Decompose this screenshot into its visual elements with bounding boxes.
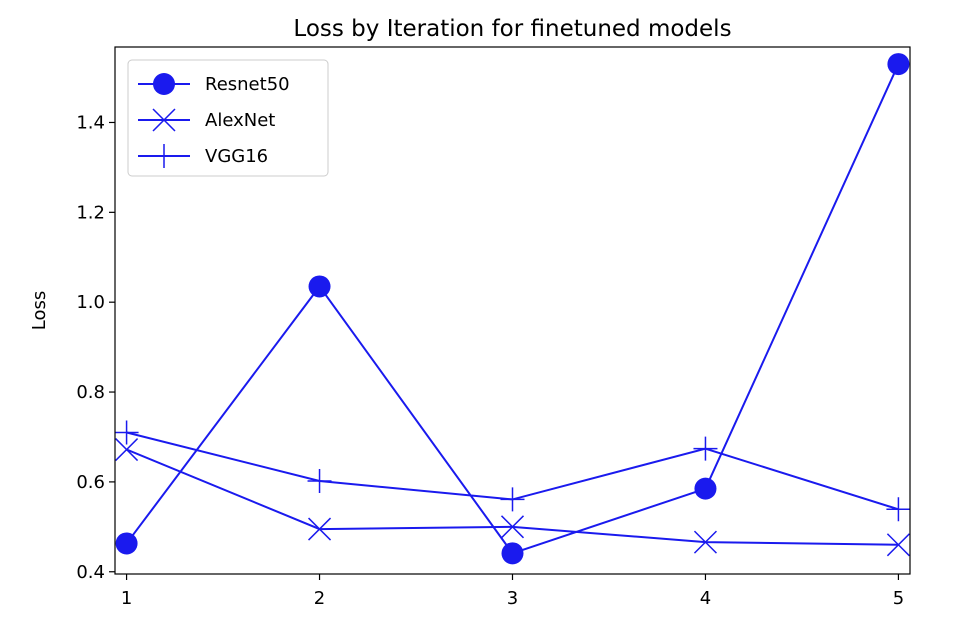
legend-frame <box>127 59 329 177</box>
data-point-vgg16 <box>886 497 911 522</box>
legend-label: AlexNet <box>205 110 275 131</box>
legend-label: VGG16 <box>205 146 268 167</box>
data-point-resnet50 <box>887 53 910 76</box>
legend-label: Resnet50 <box>205 74 290 95</box>
legend-item-alexnet: AlexNet <box>138 108 275 132</box>
data-point-resnet50 <box>115 532 138 555</box>
data-point-alexnet <box>308 517 332 541</box>
x-tick-label: 1 <box>121 588 132 609</box>
x-tick-label: 5 <box>893 588 904 609</box>
data-point-resnet50 <box>501 542 524 565</box>
data-point-alexnet <box>115 438 139 462</box>
chart-title: Loss by Iteration for finetuned models <box>293 16 731 42</box>
y-tick-label: 1.4 <box>76 112 105 133</box>
legend-item-resnet50: Resnet50 <box>138 73 290 95</box>
series-layer <box>114 53 911 565</box>
data-point-vgg16 <box>114 420 139 445</box>
y-axis: 0.4 0.6 0.8 1.0 1.2 1.4 <box>76 112 115 583</box>
legend: Resnet50 AlexNet VGG16 <box>127 59 329 177</box>
data-point-resnet50 <box>694 477 717 500</box>
legend-marker-vgg16 <box>152 144 176 168</box>
y-axis-label: Loss <box>29 291 50 330</box>
y-tick-label: 1.2 <box>76 202 105 223</box>
series-resnet50 <box>115 53 910 565</box>
legend-item-vgg16: VGG16 <box>138 144 268 168</box>
x-tick-label: 3 <box>507 588 518 609</box>
data-point-vgg16 <box>693 436 718 461</box>
data-point-vgg16 <box>307 469 332 493</box>
data-point-alexnet <box>886 533 910 557</box>
data-point-alexnet <box>693 530 717 554</box>
x-tick-label: 2 <box>314 588 325 609</box>
legend-marker-resnet50 <box>153 73 175 95</box>
series-vgg16 <box>114 420 911 522</box>
x-tick-label: 4 <box>700 588 711 609</box>
y-tick-label: 1.0 <box>76 292 105 313</box>
y-tick-label: 0.8 <box>76 382 105 403</box>
data-point-resnet50 <box>308 275 331 298</box>
series-alexnet <box>115 438 910 557</box>
y-tick-label: 0.6 <box>76 472 105 493</box>
y-tick-label: 0.4 <box>76 562 105 583</box>
legend-marker-alexnet <box>152 108 176 132</box>
data-point-vgg16 <box>500 487 525 512</box>
data-point-alexnet <box>500 515 525 539</box>
x-axis: 1 2 3 4 5 <box>121 574 904 609</box>
